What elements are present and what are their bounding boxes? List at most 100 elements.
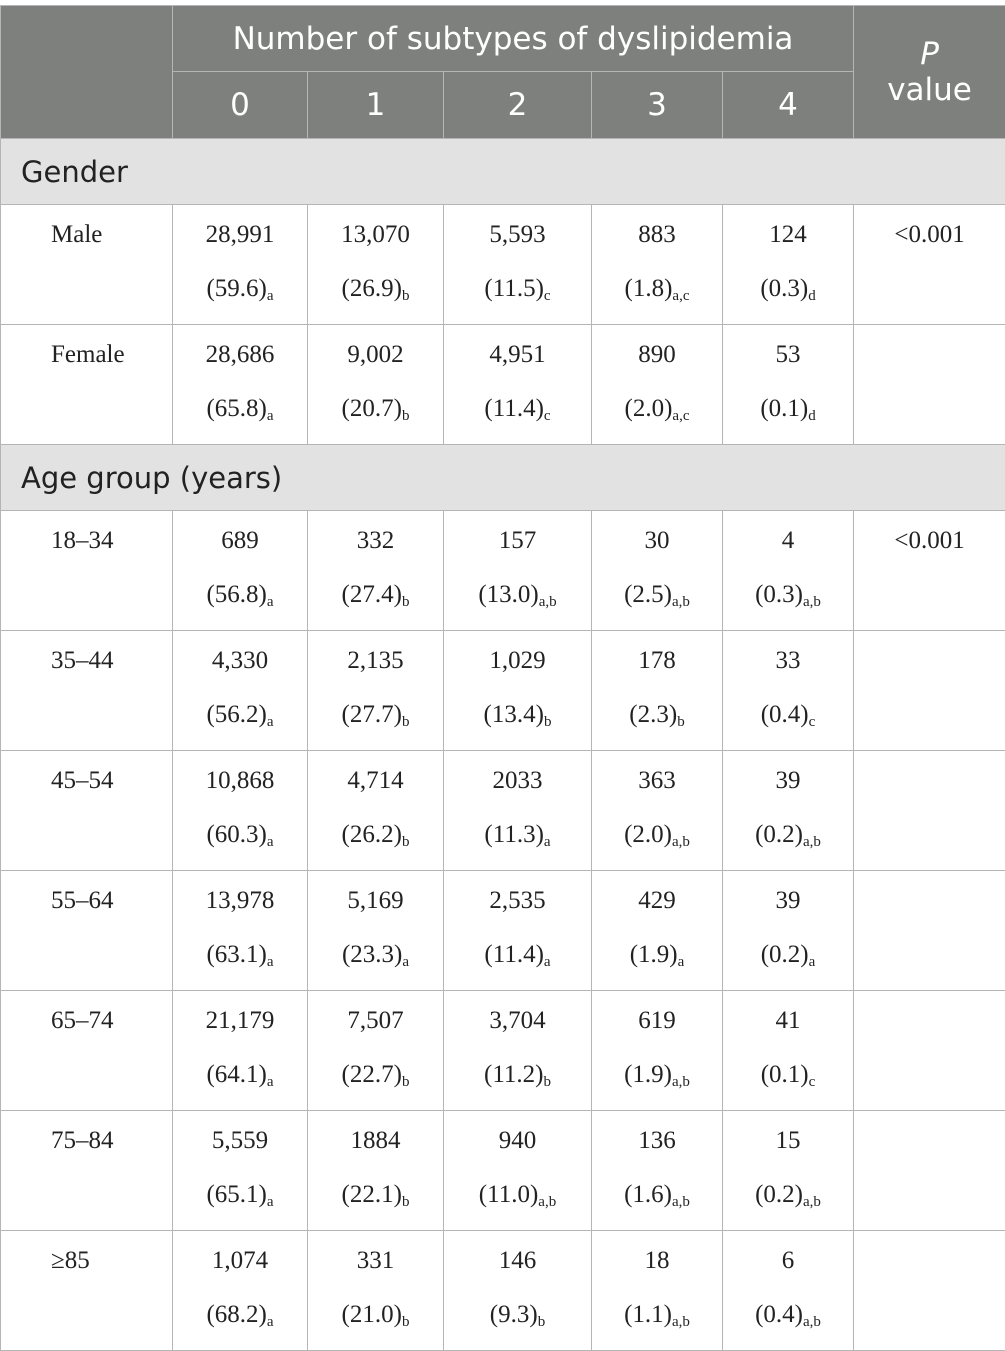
count: 4,951 [444,325,591,381]
data-cell: 2033(11.3)a [444,751,592,871]
count: 124 [723,205,853,261]
column-header: 0 [173,72,308,139]
count: 178 [592,631,722,687]
count: 3,704 [444,991,591,1047]
row-label-text: Female [51,325,172,381]
data-cell: 1,029(13.4)b [444,631,592,751]
count: 2,535 [444,871,591,927]
percent: (22.7) [342,1061,402,1088]
section-row: Age group (years) [1,445,1005,511]
count: 4,330 [173,631,307,687]
count: 157 [444,511,591,567]
percent-line: (0.4)a,b [723,1287,853,1350]
percent: (11.0) [479,1181,538,1208]
percent: (1.9) [624,1061,672,1088]
p-value-cell [854,325,1005,445]
significance-letter: c [544,408,551,424]
percent-line: (63.1)a [173,927,307,990]
percent: (65.1) [206,1181,266,1208]
percent-line: (2.3)b [592,687,722,750]
data-cell: 883 (1.8)a,c [592,205,723,325]
count: 1884 [308,1111,443,1167]
data-cell: 18(1.1)a,b [592,1231,723,1351]
percent: (26.9) [342,275,402,302]
count: 4,714 [308,751,443,807]
percent-line: (59.6)a [173,261,307,324]
column-header: 3 [592,72,723,139]
percent-line: (0.1)d [723,381,853,444]
count: 39 [723,871,853,927]
data-cell: 136(1.6)a,b [592,1111,723,1231]
percent: (1.1) [624,1301,672,1328]
data-cell: 940(11.0)a,b [444,1111,592,1231]
data-cell: 7,507(22.7)b [308,991,444,1111]
significance-letter: a,c [672,408,689,424]
count: 619 [592,991,722,1047]
percent: (27.4) [342,581,402,608]
percent-line: (11.5)c [444,261,591,324]
data-cell: 429(1.9)a [592,871,723,991]
percent: (11.3) [484,821,543,848]
percent: (26.2) [342,821,402,848]
count: 10,868 [173,751,307,807]
significance-letter: c [809,1074,816,1090]
significance-letter: a,b [672,1194,690,1210]
data-cell: 5,559 (65.1)a [173,1111,308,1231]
percent: (21.0) [342,1301,402,1328]
group-title: Number of subtypes of dyslipidemia [173,6,854,72]
percent: (56.8) [206,581,266,608]
count: 13,070 [308,205,443,261]
count: 21,179 [173,991,307,1047]
count: 883 [592,205,722,261]
data-cell: 2,135(27.7)b [308,631,444,751]
significance-letter: a,b [538,1194,556,1210]
significance-letter: a [267,714,274,730]
row-label-text: 35–44 [51,631,172,687]
count: 5,169 [308,871,443,927]
p-value-cell [854,871,1005,991]
significance-letter: b [402,834,410,850]
significance-letter: a [267,1194,274,1210]
count: 5,593 [444,205,591,261]
significance-letter: a [678,954,685,970]
data-cell: 4,714 (26.2)b [308,751,444,871]
percent: (2.0) [625,395,673,422]
percent-line: (11.2)b [444,1047,591,1110]
percent: (2.0) [624,821,672,848]
data-cell: 13,978(63.1)a [173,871,308,991]
percent-line: (0.3)a,b [723,567,853,630]
data-cell: 619(1.9)a,b [592,991,723,1111]
data-cell: 53(0.1)d [723,325,854,445]
count: 689 [173,511,307,567]
p-value: <0.001 [854,511,1005,567]
percent-line: (1.9)a [592,927,722,990]
percent: (0.1) [760,395,808,422]
percent: (1.8) [625,275,673,302]
row-label: Female [1,325,173,445]
percent: (22.1) [342,1181,402,1208]
data-cell: 2,535(11.4)a [444,871,592,991]
percent-line: (11.0)a,b [444,1167,591,1230]
data-cell: 13,070(26.9)b [308,205,444,325]
count: 9,002 [308,325,443,381]
percent: (11.4) [484,395,543,422]
count: 5,559 [173,1111,307,1167]
significance-letter: b [543,1074,551,1090]
percent: (27.7) [342,701,402,728]
corner-cell [1,6,173,139]
percent: (11.2) [484,1061,543,1088]
count: 7,507 [308,991,443,1047]
significance-letter: a [544,954,551,970]
data-cell: 146(9.3)b [444,1231,592,1351]
percent-line: (1.9)a,b [592,1047,722,1110]
p-value-cell [854,751,1005,871]
significance-letter: a,b [803,1314,821,1330]
percent: (13.4) [484,701,544,728]
data-cell: 3,704(11.2)b [444,991,592,1111]
section-row: Gender [1,139,1005,205]
percent-line: (13.0)a,b [444,567,591,630]
significance-letter: a,c [672,288,689,304]
